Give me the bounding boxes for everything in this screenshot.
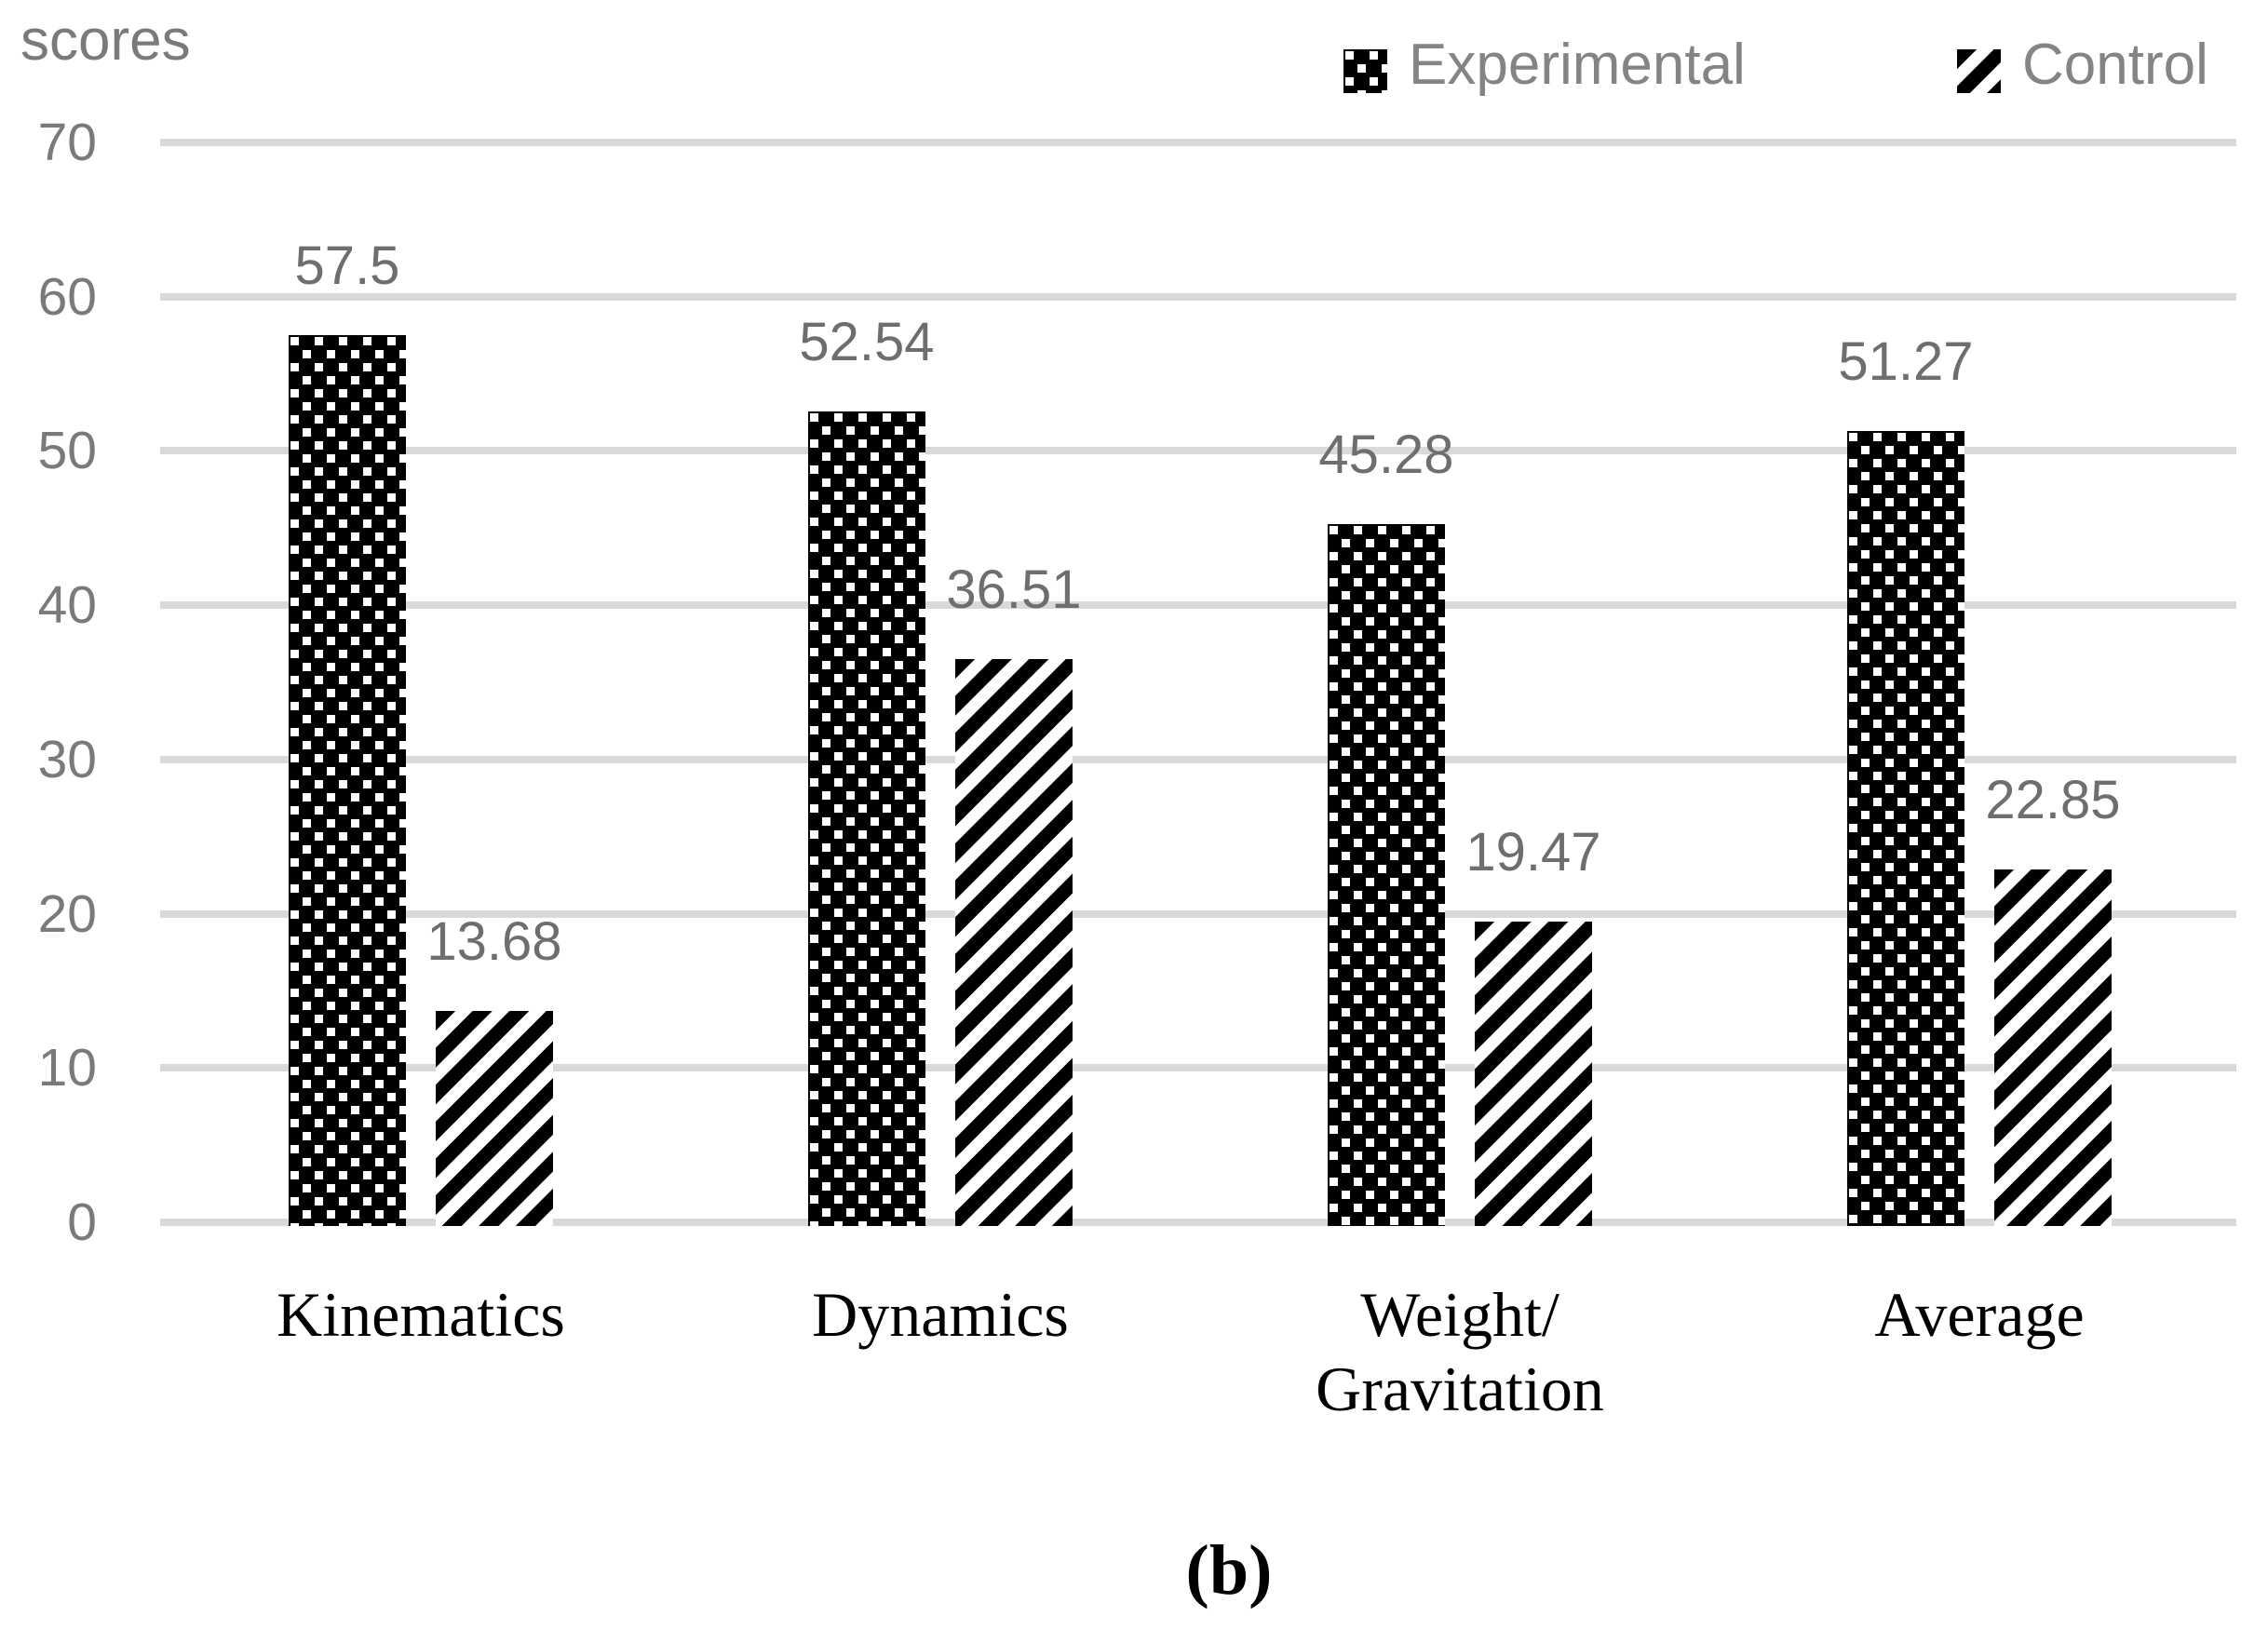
y-tick-label-10: 10: [37, 1038, 97, 1098]
value-label-experimental-dynamics: 52.54: [799, 312, 935, 373]
y-axis-title: scores: [20, 8, 191, 73]
legend-swatch-control-icon: [1957, 49, 2001, 93]
bar-experimental-average: [1847, 431, 1964, 1227]
gridline-50: [160, 447, 2236, 455]
category-label-dynamics: Dynamics: [812, 1279, 1069, 1350]
gridline-70: [160, 139, 2236, 146]
legend-swatch-experimental-icon: [1343, 49, 1387, 93]
value-label-control-dynamics: 36.51: [946, 559, 1082, 620]
y-tick-label-50: 50: [37, 421, 97, 481]
gridline-40: [160, 601, 2236, 610]
category-label-average: Average: [1874, 1279, 2085, 1350]
bar-experimental-dynamics: [808, 411, 925, 1227]
bar-experimental-kinematics: [289, 335, 406, 1227]
y-tick-label-20: 20: [37, 883, 97, 944]
y-tick-label-60: 60: [37, 266, 97, 327]
value-label-experimental-average: 51.27: [1838, 331, 1974, 393]
bar-control-average: [1994, 869, 2112, 1227]
value-label-experimental-kinematics: 57.5: [294, 236, 400, 297]
legend-label-control: Control: [2022, 33, 2208, 97]
y-tick-label-0: 0: [67, 1192, 97, 1252]
value-label-control-weight-gravitation: 19.47: [1465, 822, 1601, 883]
gridline-30: [160, 755, 2236, 763]
bar-control-dynamics: [955, 658, 1073, 1226]
gridline-60: [160, 292, 2236, 301]
bar-control-kinematics: [436, 1011, 553, 1227]
legend-label-experimental: Experimental: [1409, 33, 1746, 97]
bar-experimental-weight-gravitation: [1328, 523, 1445, 1226]
y-tick-label-30: 30: [37, 729, 97, 789]
y-tick-label-70: 70: [37, 113, 97, 172]
gridline-20: [160, 909, 2236, 918]
gridline-0: [160, 1219, 2236, 1226]
value-label-experimental-weight-gravitation: 45.28: [1318, 424, 1454, 485]
value-label-control-kinematics: 13.68: [426, 911, 562, 973]
legend: Experimental Control: [0, 0, 2268, 121]
value-label-control-average: 22.85: [1985, 770, 2121, 831]
gridline-10: [160, 1064, 2236, 1072]
category-label-kinematics: Kinematics: [277, 1279, 565, 1350]
bar-control-weight-gravitation: [1475, 922, 1592, 1227]
category-label-weight-gravitation: Weight/Gravitation: [1316, 1279, 1604, 1424]
figure-caption: (b): [1185, 1531, 1273, 1610]
y-tick-label-40: 40: [37, 575, 97, 636]
